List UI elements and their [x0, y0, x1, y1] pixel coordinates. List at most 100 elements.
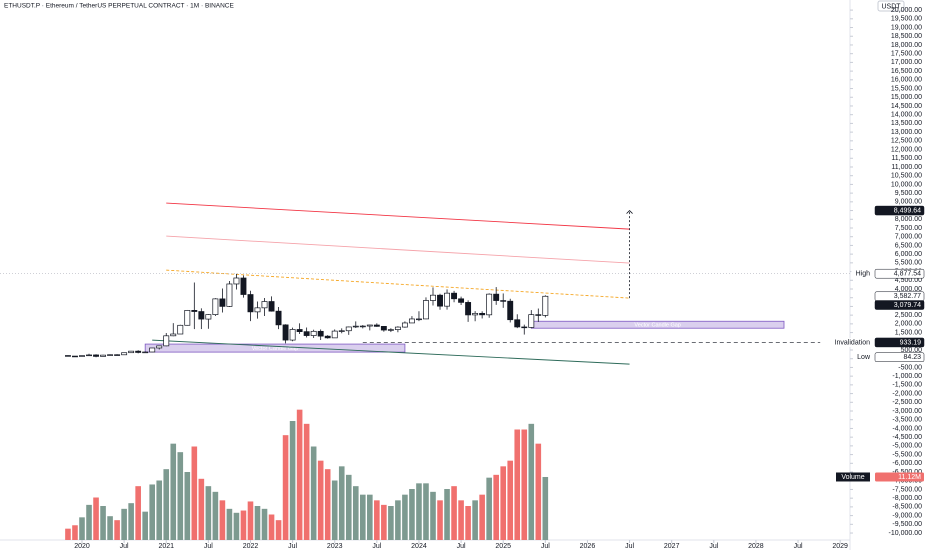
y-tick-label: 11,000.00 — [891, 164, 922, 171]
candle-body — [79, 355, 85, 357]
candle-body — [65, 355, 71, 357]
candle-body — [219, 298, 226, 307]
volume-bar — [219, 500, 226, 540]
trendline — [166, 202, 630, 230]
x-tick-label: 2024 — [411, 543, 427, 550]
candle-body — [177, 324, 184, 335]
volume-bar — [93, 497, 99, 540]
y-tick-label: 16,000.00 — [891, 77, 922, 84]
x-tick-label: Jul — [120, 543, 129, 550]
volume-tag-box — [836, 472, 870, 482]
candle-body — [86, 354, 92, 357]
volume-bar — [135, 486, 141, 540]
x-tick-label: 2026 — [580, 543, 596, 550]
volume-bar — [114, 520, 120, 540]
candle-body — [191, 310, 198, 312]
candle-body — [142, 351, 149, 354]
x-tick-label: Jul — [288, 543, 297, 550]
volume-bar — [352, 486, 359, 540]
candle-body — [282, 324, 289, 341]
y-tick-label: -4,000.00 — [892, 425, 922, 432]
x-tick-label: 2028 — [748, 543, 764, 550]
x-tick-label: Jul — [625, 543, 634, 550]
candle-body — [465, 302, 472, 316]
price-tag-label: 3,079.74 — [894, 302, 921, 309]
volume-bar — [275, 520, 282, 540]
price-tag-name-box — [851, 269, 873, 279]
volume-bar — [72, 525, 78, 540]
x-tick-label: 2021 — [158, 543, 174, 550]
y-tick-label: -2,500.00 — [892, 399, 922, 406]
volume-bar — [303, 423, 310, 540]
volume-bar — [528, 423, 535, 540]
candle-body — [135, 350, 142, 353]
y-tick-label: -8,000.00 — [892, 495, 922, 502]
x-tick-label: 2022 — [243, 543, 259, 550]
candle-body — [275, 310, 282, 326]
volume-bar — [409, 489, 415, 540]
volume-bar — [493, 474, 499, 540]
candle-body — [380, 326, 387, 331]
volume-bar — [338, 466, 345, 540]
y-tick-label: 5,500.00 — [895, 260, 922, 267]
chart-title: ETHUSDT.P · Ethereum / TetherUS PERPETUA… — [4, 3, 235, 10]
x-tick-label: Jul — [709, 543, 718, 550]
y-tick-label: 9,500.00 — [895, 190, 922, 197]
y-tick-label: -10,000.00 — [889, 530, 923, 537]
price-tag-label: 933.19 — [900, 339, 922, 346]
candle-body — [310, 330, 317, 336]
candle-body — [416, 318, 422, 321]
volume-bar — [163, 469, 170, 540]
volume-bar — [226, 508, 233, 540]
volume-bar — [142, 511, 148, 540]
y-tick-label: 13,000.00 — [891, 129, 922, 136]
arrow-head — [626, 209, 633, 214]
price-tag — [874, 268, 925, 279]
candle-body — [121, 352, 128, 356]
volume-bar — [184, 472, 191, 540]
zone — [144, 343, 406, 353]
candle-body — [352, 325, 359, 328]
y-tick-label: 12,000.00 — [891, 146, 922, 153]
candle-body — [261, 301, 268, 309]
volume-bar — [402, 494, 408, 540]
y-tick-label: 8,000.00 — [895, 216, 922, 223]
x-tick-label: Jul — [457, 543, 466, 550]
candle-body — [472, 312, 479, 316]
volume-bar — [535, 443, 542, 540]
candle-body — [521, 326, 528, 329]
y-tick-label: 14,500.00 — [891, 103, 922, 110]
volume-bar — [79, 517, 85, 540]
volume-bar — [240, 510, 247, 540]
volume-bar — [444, 489, 450, 540]
currency-box[interactable] — [877, 0, 905, 12]
candle-body — [408, 318, 415, 324]
candle-body — [100, 354, 107, 357]
candle-body — [331, 330, 338, 339]
volume-bar — [86, 504, 92, 540]
y-tick-label: -1,000.00 — [892, 373, 922, 380]
volume-bar — [177, 452, 184, 540]
y-tick-label: -9,000.00 — [892, 512, 922, 519]
price-tag-label: 8,499.64 — [894, 207, 921, 214]
y-tick-label: 2,500.00 — [895, 312, 922, 319]
volume-bar — [423, 483, 429, 540]
volume-bar — [324, 469, 331, 540]
trendline — [152, 339, 630, 365]
y-tick-label: 4,000.00 — [895, 286, 922, 293]
candle-body — [72, 355, 78, 358]
candle-body — [493, 293, 500, 301]
volume-bar — [360, 494, 366, 540]
currency[interactable]: USDT — [881, 3, 901, 10]
volume-bar — [121, 508, 127, 540]
y-tick-label: -6,500.00 — [892, 469, 922, 476]
y-tick-label: 19,000.00 — [891, 24, 922, 31]
candle-body — [149, 347, 156, 353]
candle-body — [535, 314, 542, 316]
y-tick-label: 19,500.00 — [891, 16, 922, 23]
candle-body — [479, 312, 486, 316]
volume-bar — [296, 409, 303, 540]
y-tick-label: -1,500.00 — [892, 382, 922, 389]
candle-body — [373, 324, 380, 327]
